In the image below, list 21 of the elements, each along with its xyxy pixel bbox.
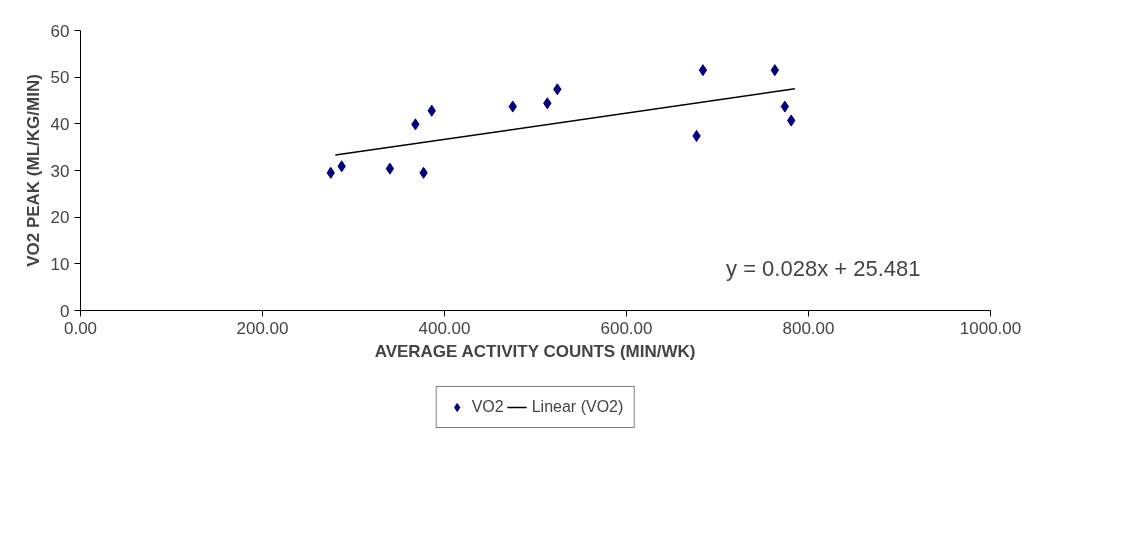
y-tick-label: 30 [50, 161, 70, 181]
x-tick-label: 0.00 [63, 318, 98, 338]
y-tick-label: 50 [50, 68, 70, 88]
point [385, 162, 395, 175]
annotation: y = 0.028x + 25.481 [726, 255, 921, 281]
y-tick-label: 60 [50, 21, 70, 41]
x-tick-label: 1000.00 [959, 318, 1022, 338]
x-tick-label: 600.00 [600, 318, 653, 338]
y-tick-label: 20 [50, 208, 70, 228]
legend-label: Linear (VO2) [531, 398, 624, 416]
x-tick-label: 200.00 [236, 318, 289, 338]
legend-label: VO2 [471, 398, 504, 416]
x-axis-title: AVERAGE ACTIVITY COUNTS (MIN/WK) [374, 341, 696, 361]
y-tick-label: 10 [50, 254, 70, 274]
y-tick-label: 40 [50, 114, 70, 134]
x-tick-label: 800.00 [782, 318, 835, 338]
point [780, 100, 790, 113]
y-tick-label: 0 [60, 301, 70, 321]
x-tick-label: 400.00 [418, 318, 471, 338]
point [698, 64, 708, 77]
y-axis-title: VO2 PEAK (ML/KG/MIN) [23, 74, 43, 267]
